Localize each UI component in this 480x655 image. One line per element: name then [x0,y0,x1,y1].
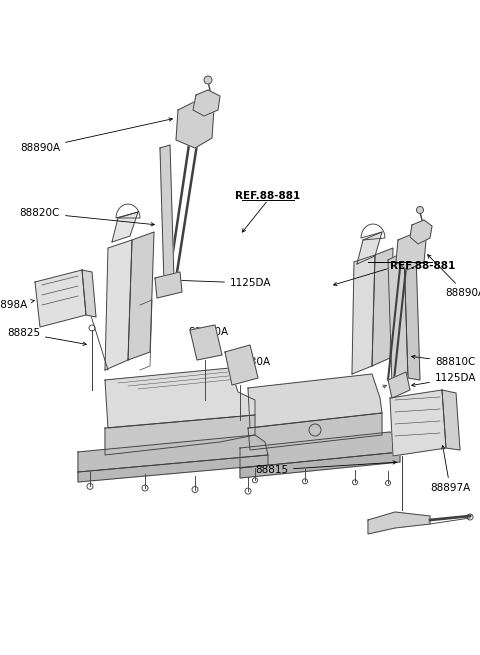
Polygon shape [225,345,258,385]
Polygon shape [357,232,382,264]
Polygon shape [155,272,182,298]
Polygon shape [82,270,96,317]
Polygon shape [105,415,255,455]
Polygon shape [78,455,268,482]
Text: REF.88-881: REF.88-881 [235,191,300,201]
Polygon shape [190,325,222,360]
Polygon shape [176,100,214,148]
Polygon shape [390,390,446,456]
Polygon shape [442,390,460,450]
Polygon shape [105,240,132,370]
Text: REF.88-881: REF.88-881 [390,261,455,271]
Polygon shape [193,90,220,116]
Text: 88825: 88825 [7,328,86,345]
Polygon shape [78,435,268,472]
Text: 88820C: 88820C [20,208,154,226]
Text: 88898A: 88898A [0,299,35,310]
Text: 88890A: 88890A [20,118,172,153]
Text: 1125DA: 1125DA [172,278,272,288]
Polygon shape [388,372,410,398]
Polygon shape [404,252,420,380]
Polygon shape [352,255,375,374]
Polygon shape [372,248,393,366]
Polygon shape [388,252,408,386]
Polygon shape [112,212,138,242]
Polygon shape [368,512,430,534]
Text: 88897A: 88897A [430,445,470,493]
Polygon shape [128,232,154,360]
Text: 88815: 88815 [255,460,396,475]
Polygon shape [105,368,255,428]
Text: 88830A: 88830A [230,357,270,367]
Text: 88810C: 88810C [412,355,475,367]
Polygon shape [248,413,382,450]
Text: 1125DA: 1125DA [412,373,477,386]
Circle shape [417,206,423,214]
Text: 88840A: 88840A [188,327,228,340]
Polygon shape [160,145,174,283]
Polygon shape [240,432,400,468]
Polygon shape [410,220,432,244]
Polygon shape [248,374,382,428]
Polygon shape [240,452,400,478]
Text: 88890A: 88890A [428,255,480,298]
Circle shape [204,76,212,84]
Polygon shape [35,270,86,327]
Polygon shape [396,233,426,270]
